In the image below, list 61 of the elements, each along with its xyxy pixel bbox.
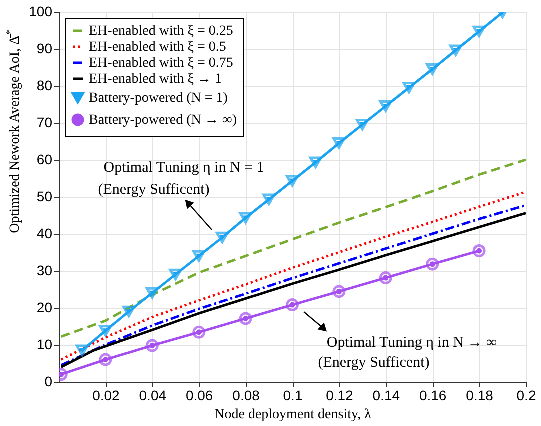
point	[309, 156, 322, 168]
y-tick-label: 60	[36, 152, 53, 168]
point	[426, 64, 440, 76]
x-tick-label: 0.1	[283, 388, 303, 404]
x-tick-label: 0.14	[372, 388, 400, 404]
point	[449, 44, 462, 56]
annotation: (Energy Sufficent)	[318, 355, 430, 371]
point	[99, 353, 112, 366]
annotation: Optimal Tuning η in N → ∞	[326, 335, 498, 351]
y-tick-label: 80	[36, 78, 53, 94]
legend-label: EH-enabled with ξ = 0.75	[89, 56, 234, 71]
legend-label: Battery-powered (N → ∞)	[89, 113, 238, 128]
x-tick-label: 0.04	[139, 388, 167, 404]
point	[402, 82, 416, 94]
point	[262, 194, 276, 206]
y-tick-label: 40	[36, 226, 53, 242]
point	[192, 326, 206, 339]
x-tick-label: 0.02	[92, 388, 120, 404]
legend-label: EH-enabled with ξ = 0.5	[89, 40, 226, 55]
x-tick-label: 0.18	[466, 388, 494, 404]
x-tick-label: 0.12	[326, 388, 354, 404]
legend-label: Battery-powered (N = 1)	[89, 91, 228, 106]
point	[216, 232, 229, 244]
point	[286, 175, 299, 187]
point	[286, 298, 299, 312]
y-tick-label: 20	[36, 300, 53, 316]
point	[76, 344, 89, 356]
y-tick-label: 70	[36, 114, 53, 130]
x-axis-title: Node deployment density, λ	[214, 408, 372, 422]
point	[192, 250, 206, 262]
point	[472, 244, 486, 258]
y-axis-title: Optimized Nework Average AoI, Δ̄*	[5, 30, 23, 234]
point	[146, 287, 159, 299]
legend-label: EH-enabled with ξ = 0.25	[89, 24, 234, 39]
y-tick-label: 50	[36, 188, 53, 204]
y-tick-label: 0	[44, 374, 53, 390]
x-tick-label: 0.08	[232, 388, 260, 404]
x-tick-label: 0.06	[186, 388, 214, 404]
line-series	[60, 158, 526, 338]
y-tick-label: 30	[36, 262, 53, 278]
point	[379, 100, 392, 112]
point	[356, 119, 370, 131]
point	[146, 339, 159, 352]
point	[472, 26, 486, 38]
y-tick-label: 90	[36, 40, 53, 56]
point	[239, 212, 252, 224]
x-tick-label: 0.2	[516, 388, 536, 404]
annotation: (Energy Sufficent)	[98, 182, 210, 198]
point	[99, 325, 112, 337]
point	[379, 272, 392, 285]
point	[169, 268, 182, 280]
point	[426, 258, 440, 271]
point	[239, 312, 252, 326]
annotation: Optimal Tuning η in N = 1	[104, 160, 264, 176]
point	[122, 306, 136, 318]
point	[332, 138, 346, 150]
legend-label: EH-enabled with ξ → 1	[89, 72, 222, 87]
y-tick-label: 100	[29, 4, 53, 20]
x-tick-label: 0.16	[419, 388, 447, 404]
point	[332, 285, 346, 298]
y-tick-label: 10	[36, 336, 53, 352]
